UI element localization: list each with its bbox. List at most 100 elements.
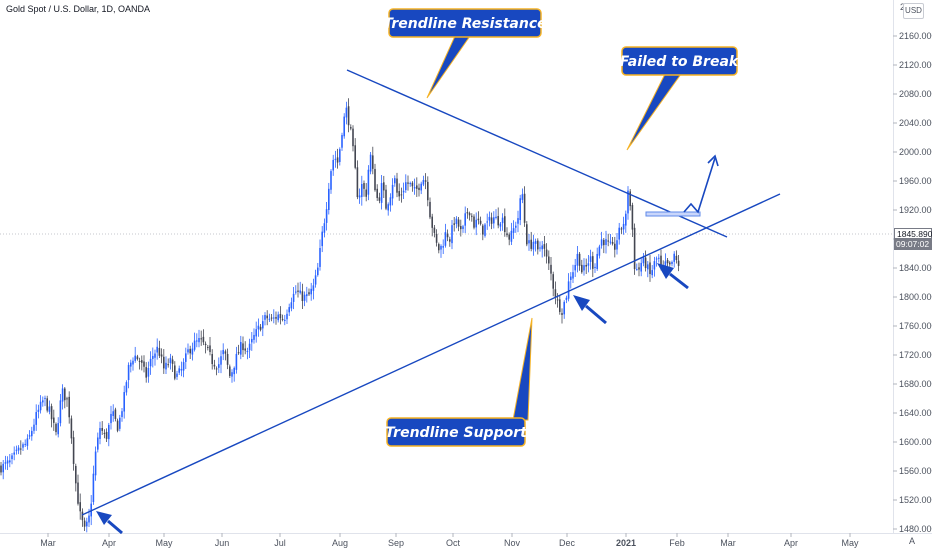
candle-body [119, 417, 121, 429]
candle-body [365, 189, 367, 197]
candle-body [200, 338, 202, 340]
candle-body [145, 367, 147, 378]
candle-body [603, 239, 605, 246]
candle-body [444, 232, 447, 246]
callout-failed-to-break[interactable]: Failed to Break [620, 46, 740, 151]
candle-body [226, 353, 229, 365]
callout-trendline-resistance[interactable]: Trendline Resistance [383, 8, 547, 99]
breakout-projection-arrow[interactable] [683, 157, 716, 214]
candle-body [233, 367, 235, 375]
candle-body [134, 355, 136, 361]
candle-body [589, 256, 592, 262]
candle-body [658, 257, 660, 259]
price-tick-label: 2040.000 [899, 118, 932, 128]
candle-body [99, 428, 101, 439]
candle-body [451, 225, 453, 244]
candle-body [550, 264, 552, 274]
candle-body [268, 318, 271, 320]
candle-body [116, 420, 119, 431]
currency-button[interactable]: USD [903, 3, 924, 19]
candle-body [224, 351, 227, 354]
candle-body [664, 261, 667, 266]
candle-body [374, 168, 376, 191]
time-tick-label: Jun [215, 538, 230, 548]
candle-body [369, 154, 372, 172]
candle-body [453, 223, 455, 225]
candle-body [68, 396, 70, 418]
candle-body [255, 329, 257, 337]
candle-body [257, 325, 260, 330]
time-tick-label: Jul [274, 538, 286, 548]
candle-body [446, 233, 449, 238]
candle-body [105, 431, 108, 439]
price-tick-label: 1600.000 [899, 437, 932, 447]
candle-body [332, 159, 334, 171]
candle-body [669, 262, 671, 265]
candle-body [402, 190, 405, 193]
candle-body [160, 354, 163, 357]
price-tick-label: 1680.000 [899, 379, 932, 389]
candle-body [361, 184, 363, 197]
trendline-support[interactable] [81, 193, 781, 516]
time-tick-label: Dec [559, 538, 576, 548]
candle-body [288, 307, 290, 313]
candle-body [59, 400, 62, 424]
auto-scale-toggle[interactable]: A [909, 536, 915, 546]
candle-body [376, 188, 378, 198]
candle-body [297, 290, 299, 292]
candle-body [363, 183, 365, 189]
candle-body [442, 246, 444, 248]
price-tick-label: 1480.000 [899, 524, 932, 534]
candle-body [537, 240, 539, 250]
candle-body [642, 257, 645, 264]
arrow-march-low-icon [96, 511, 123, 535]
time-tick-label: Apr [784, 538, 798, 548]
candle-body [235, 353, 238, 370]
candle-body [576, 253, 579, 266]
candle-body [323, 223, 326, 233]
candle-body [275, 317, 277, 319]
candle-body [552, 274, 554, 289]
candle-body [312, 285, 315, 291]
candle-body [279, 313, 282, 319]
candle-body [438, 244, 440, 251]
current-price-tag: 1845.890 [894, 228, 932, 239]
candle-body [517, 218, 519, 224]
candle-body [416, 185, 418, 189]
candle-body [528, 240, 530, 244]
price-tick-label: 1840.000 [899, 263, 932, 273]
price-tick-label: 1920.000 [899, 205, 932, 215]
trendline-resistance[interactable] [346, 69, 728, 238]
candle-body [259, 326, 262, 330]
candle-body [462, 226, 464, 229]
candle-body [13, 452, 15, 455]
candle-body [222, 349, 224, 355]
consolidation-zone[interactable] [645, 211, 701, 217]
candle-body [633, 227, 636, 270]
callout-support-label: Trendline Support [385, 425, 528, 441]
candle-body [431, 216, 433, 228]
price-tick-label: 2160.000 [899, 31, 932, 41]
candle-body [77, 482, 79, 504]
breakout-arrowhead-icon [707, 154, 719, 167]
candle-body [534, 241, 537, 244]
candle-body [198, 338, 200, 343]
candle-body [385, 189, 387, 209]
candle-body [110, 413, 112, 424]
callout-trendline-support[interactable]: Trendline Support [385, 317, 533, 447]
candle-body [325, 209, 328, 223]
candle-body [42, 400, 44, 403]
candle-body [22, 444, 24, 448]
candle-body [15, 449, 18, 451]
candle-body [629, 191, 631, 207]
price-tick-label: 2120.000 [899, 60, 932, 70]
candle-body [429, 201, 431, 218]
candle-body [176, 373, 178, 377]
time-scale[interactable]: Mar Apr May Jun Jul Aug Sep Oct Nov Dec 2021 Feb Mar… [40, 533, 859, 548]
candle-body [211, 354, 213, 365]
candle-body [66, 398, 68, 400]
candle-body [277, 314, 279, 321]
candle-body [519, 198, 521, 221]
